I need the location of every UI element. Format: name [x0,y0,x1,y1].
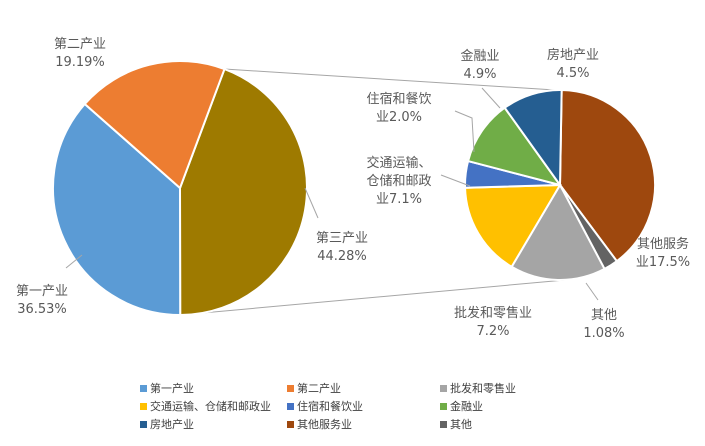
legend-swatch-5 [440,403,447,410]
connector-line-top [224,68,556,91]
legend-swatch-4 [287,403,294,410]
sub-label-6: 房地产业 4.5% [547,47,599,81]
sub-pie-slice-3 [464,183,562,269]
leader-sub-5 [481,87,501,109]
leader-sub-4 [454,110,475,153]
legend-item-7: 其他服务业 [287,418,352,431]
legend-label-0: 第一产业 [150,381,194,395]
main-pie [52,59,308,317]
leader-sub-1 [585,282,599,301]
main-pie-slice-2 [178,67,308,317]
legend-item-3: 交通运输、仓储和邮政业 [140,399,271,413]
legend-label-5: 金融业 [450,399,483,413]
sub-pie-slice-0 [558,88,656,263]
main-label-1: 第二产业 19.19% [54,37,106,70]
legend-item-5: 金融业 [440,399,483,413]
legend-label-3: 交通运输、仓储和邮政业 [150,399,271,413]
sub-label-1: 其他 1.08% [583,308,624,341]
sub-label-5: 金融业 4.9% [460,48,499,82]
legend-swatch-3 [140,403,147,410]
sub-label-2: 批发和零售业 7.2% [454,305,532,339]
sub-pie-slice-2 [510,182,606,281]
main-pie-slice-1 [83,59,226,190]
sub-pie-slice-6 [503,89,563,189]
main-label-2: 第三产业 44.28% [316,231,368,264]
pie-connector-lines [180,68,566,316]
legend-swatch-6 [140,421,147,428]
legend-label-1: 第二产业 [297,381,341,395]
legend-label-8: 其他 [450,418,472,431]
legend-swatch-0 [140,385,147,392]
legend-swatch-1 [287,385,294,392]
data-labels: 第一产业 36.53% 第二产业 19.19% 第三产业 44.28% 其他服务业17.5%… [16,37,690,341]
legend-label-2: 批发和零售业 [450,381,516,395]
leader-lines [65,87,599,301]
sub-label-0: 其他服务业17.5% [636,236,690,270]
legend-swatch-2 [440,385,447,392]
legend-item-8: 其他 [440,418,472,431]
legend-item-2: 批发和零售业 [440,381,516,395]
legend-label-7: 其他服务业 [297,418,352,431]
leader-main-0 [65,254,83,269]
leader-main-2 [304,187,319,219]
legend-label-6: 房地产业 [150,417,194,431]
legend-item-0: 第一产业 [140,381,194,395]
connector-line-bottom [180,279,566,316]
leader-sub-3 [440,174,471,187]
sub-pie-slice-5 [466,106,563,187]
legend-item-4: 住宿和餐饮业 [287,399,363,413]
legend-swatch-7 [287,421,294,428]
legend-swatch-8 [440,421,447,428]
legend-item-6: 房地产业 [140,417,194,431]
legend-item-1: 第二产业 [287,381,341,395]
sub-label-4: 住宿和餐饮业2.0% [366,91,431,125]
main-pie-slice-0 [52,102,182,317]
sub-label-3: 交通运输、仓储和邮政业7.1% [366,155,431,207]
main-label-0: 第一产业 36.53% [16,284,68,317]
legend-label-4: 住宿和餐饮业 [297,399,363,413]
sub-pie [464,88,656,281]
